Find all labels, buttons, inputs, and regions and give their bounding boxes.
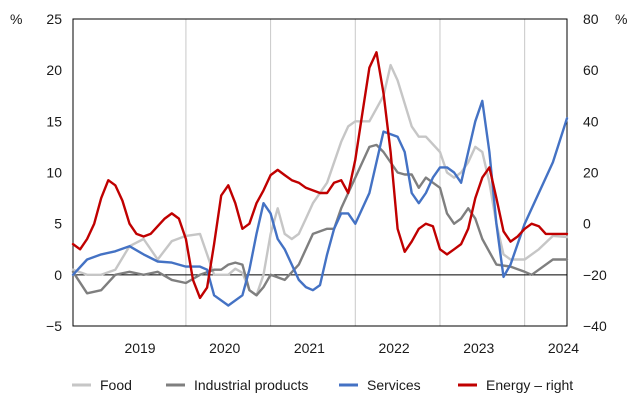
right-tick-label: 40 bbox=[583, 113, 599, 129]
legend-label: Industrial products bbox=[194, 377, 308, 393]
legend-item: Industrial products bbox=[166, 377, 308, 393]
right-tick-label: 60 bbox=[583, 62, 599, 78]
x-tick-label: 2020 bbox=[209, 340, 240, 356]
right-axis-unit: % bbox=[615, 11, 627, 27]
legend-label: Food bbox=[100, 377, 132, 393]
x-tick-label: 2021 bbox=[294, 340, 325, 356]
series-layer bbox=[71, 51, 569, 307]
x-tick-label: 2019 bbox=[124, 340, 155, 356]
x-tick-label: 2024 bbox=[548, 340, 579, 356]
left-tick-label: 20 bbox=[46, 62, 62, 78]
left-tick-label: 5 bbox=[54, 216, 62, 232]
left-tick-label: 15 bbox=[46, 113, 62, 129]
left-tick-label: −5 bbox=[46, 318, 62, 334]
legend-item: Services bbox=[339, 377, 421, 393]
plot-frame bbox=[72, 18, 568, 327]
x-tick-label: 2023 bbox=[463, 340, 494, 356]
axis-labels: 25 20 15 10 5 0 −5 80 60 40 20 0 −20 −40% % 2019 2020 202… bbox=[10, 11, 627, 356]
right-tick-label: 80 bbox=[583, 11, 599, 27]
right-tick-label: −20 bbox=[583, 267, 607, 283]
legend-label: Services bbox=[367, 377, 421, 393]
series-line-industrial-products bbox=[71, 143, 569, 297]
left-tick-label: 0 bbox=[54, 267, 62, 283]
left-tick-label: 10 bbox=[46, 165, 62, 181]
right-tick-label: 20 bbox=[583, 165, 599, 181]
year-gridlines bbox=[185, 19, 526, 326]
right-tick-label: 0 bbox=[583, 216, 591, 232]
legend-item: Food bbox=[72, 377, 132, 393]
series-line-energy-right bbox=[71, 51, 569, 300]
series-line-food bbox=[71, 63, 569, 297]
legend-label: Energy – right bbox=[486, 377, 573, 393]
x-tick-label: 2022 bbox=[379, 340, 410, 356]
right-tick-label: −40 bbox=[583, 318, 607, 334]
series-line-services bbox=[71, 99, 569, 307]
left-tick-label: 25 bbox=[46, 11, 62, 27]
legend: Food Industrial products Services Energy – … bbox=[72, 377, 573, 393]
left-axis-unit: % bbox=[10, 11, 22, 27]
legend-item: Energy – right bbox=[458, 377, 573, 393]
